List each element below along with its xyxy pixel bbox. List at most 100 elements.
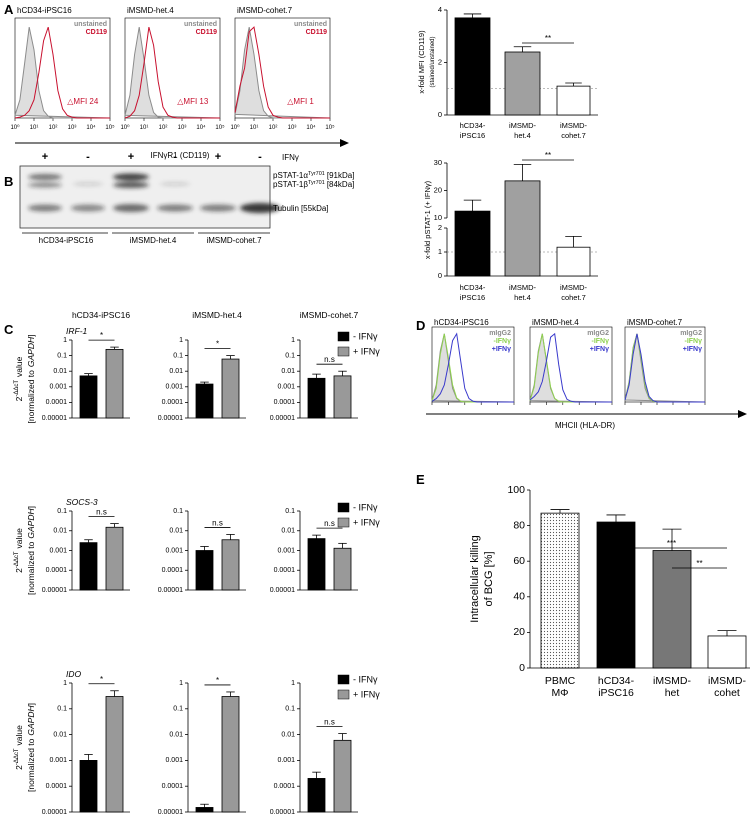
y-tick-label: 0.0001 (46, 567, 68, 574)
band (71, 204, 105, 212)
error-bar (463, 199, 482, 212)
y-label-part: [normalized to (26, 541, 36, 595)
y-axis-label: Intracellular killing (469, 535, 481, 622)
bar (221, 696, 240, 813)
band (28, 204, 62, 212)
bar (707, 635, 747, 669)
significance-label: n.s (324, 718, 335, 727)
x-tick-label: 10³ (178, 125, 187, 131)
histogram-curve (234, 26, 330, 119)
histogram-curve (529, 332, 612, 403)
y-tick-label: 0.0001 (46, 783, 68, 790)
x-tick-label: hCD34- (460, 121, 486, 130)
y-tick-label: 30 (434, 158, 442, 167)
y-tick-label: 0.00001 (42, 809, 67, 816)
bar (221, 358, 240, 419)
histogram-curve (124, 26, 220, 119)
chart-title: iMSMD-het.4 (532, 318, 579, 327)
y-axis-label: 2-ΔΔcT value (14, 528, 24, 573)
y-label-part: GAPDH (26, 508, 36, 539)
band (73, 182, 103, 186)
panel-label: B (4, 174, 13, 189)
bar (307, 538, 326, 591)
y-tick-label: 0.00001 (270, 587, 295, 594)
y-tick-label: 0.001 (277, 757, 295, 764)
error-bar (84, 539, 93, 543)
lane-label: - (86, 151, 90, 163)
y-label-sup: -ΔΔcT (14, 551, 20, 568)
y-label-part: ] (26, 703, 36, 705)
lane-label: + (215, 151, 221, 163)
error-bar (200, 803, 209, 808)
y-tick-label: 0.1 (173, 706, 183, 713)
y-label-part: 2 (14, 568, 24, 573)
y-label-part: 2 (14, 765, 24, 770)
arrow-head (340, 139, 349, 147)
legend-label: unstained (294, 21, 327, 28)
error-bar (513, 163, 532, 181)
band (200, 204, 236, 212)
y-tick-label: 0.001 (49, 547, 67, 554)
y-axis-label: [normalized to GAPDH] (26, 506, 36, 595)
y-tick-label: 0.1 (173, 352, 183, 359)
band-name: pSTAT-1α (273, 171, 308, 180)
chart-title: iMSMD-cohet.7 (627, 318, 683, 327)
y-tick-label: 1 (179, 680, 183, 687)
y-axis-label: x-fold MFI (CD119) (417, 30, 426, 94)
panel-label: A (4, 2, 14, 17)
error-bar (338, 542, 347, 549)
group-label: iMSMD-het.4 (130, 236, 177, 245)
y-tick-label: 20 (513, 626, 525, 638)
y-axis-label: (stained/unstained) (430, 36, 436, 87)
bar (221, 539, 240, 591)
y-tick-label: 0.01 (169, 368, 183, 375)
y-tick-label: 0.001 (277, 384, 295, 391)
bar (195, 807, 214, 813)
bar (79, 760, 98, 813)
legend-label: - IFNγ (353, 331, 378, 341)
y-tick-label: 0.001 (49, 384, 67, 391)
y-tick-label: 0.0001 (46, 399, 68, 406)
x-tick-label: iMSMD- (560, 121, 588, 130)
y-label-part: GAPDH (26, 705, 36, 736)
legend-label: -IFNγ (685, 338, 703, 345)
y-tick-label: 40 (513, 591, 525, 603)
band (113, 182, 149, 188)
y-tick-label: 0.01 (169, 731, 183, 738)
band-label: Tubulin [55kDa] (273, 204, 329, 213)
legend-label: mIgG2 (680, 330, 702, 337)
bar (195, 550, 214, 591)
y-label-part: value (14, 356, 24, 377)
gene-label: IDO (66, 669, 82, 679)
bar (504, 51, 541, 116)
band-name: Tubulin (273, 204, 299, 213)
x-tick-label: cohet (714, 687, 740, 699)
legend-label: unstained (74, 21, 107, 28)
y-axis-label: of BCG [%] (483, 551, 495, 606)
error-bar (226, 691, 235, 697)
error-bar (226, 355, 235, 360)
y-axis-label: 2-ΔΔcT value (14, 356, 24, 401)
x-tick-label: 10⁰ (10, 124, 20, 131)
histogram-curve (431, 332, 514, 403)
y-tick-label: 0.0001 (162, 567, 184, 574)
y-label-part: value (14, 528, 24, 549)
significance-label: * (100, 331, 103, 340)
y-tick-label: 1 (438, 247, 442, 256)
histogram-curve (624, 333, 705, 403)
y-tick-label: 1 (179, 337, 183, 344)
error-bar (200, 381, 209, 385)
significance-label: n.s (324, 355, 335, 364)
band (240, 203, 280, 213)
x-tick-label: iMSMD- (509, 283, 537, 292)
legend-swatch (337, 331, 350, 342)
bar (105, 526, 124, 591)
y-tick-label: 0.0001 (162, 783, 184, 790)
y-tick-label: 0.0001 (162, 399, 184, 406)
error-bar (662, 528, 682, 551)
western-blot: + - + - + - IFNγ pSTAT-1αTyr701 [91kDa] p… (19, 151, 354, 245)
gene-label: IRF-1 (66, 326, 88, 336)
group-label: iMSMD-cohet.7 (206, 236, 262, 245)
y-tick-label: 0.1 (57, 352, 67, 359)
